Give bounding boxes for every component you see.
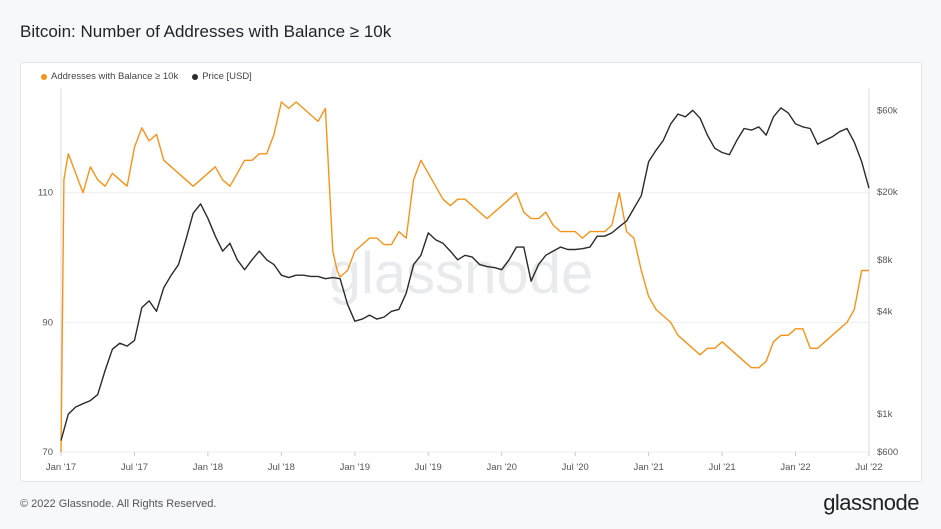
series-layer xyxy=(60,101,870,453)
legend-item-addresses[interactable]: Addresses with Balance ≥ 10k xyxy=(41,71,178,82)
right-tick-label: $20k xyxy=(877,187,898,198)
right-tick-label: $60k xyxy=(877,105,898,116)
page-title: Bitcoin: Number of Addresses with Balanc… xyxy=(20,22,392,41)
left-tick-label: 110 xyxy=(38,188,53,199)
x-tick-label: Jan '21 xyxy=(633,462,663,473)
watermark: glassnode xyxy=(329,241,593,306)
footer-copyright: © 2022 Glassnode. All Rights Reserved. xyxy=(20,498,217,510)
left-tick-label: 90 xyxy=(42,317,53,328)
legend-label-price: Price [USD] xyxy=(202,71,252,82)
chart-card: glassnode 70 90 110 $600 $1k $4k $8k $20k $60k … xyxy=(20,62,922,482)
x-tick-label: Jul '22 xyxy=(855,462,882,473)
x-tick-label: Jan '18 xyxy=(193,462,223,473)
series-line-addresses[interactable] xyxy=(60,101,869,453)
left-tick-label: 70 xyxy=(42,447,53,458)
x-axis-ticks: Jan '17 Jul '17 Jan '18 Jul '18 Jan '19 Jul '… xyxy=(46,452,883,473)
series-line-price[interactable] xyxy=(60,107,870,441)
legend-label-addresses: Addresses with Balance ≥ 10k xyxy=(51,71,179,82)
legend: Addresses with Balance ≥ 10k Price [USD] xyxy=(41,71,252,82)
x-tick-label: Jul '19 xyxy=(415,462,442,473)
footer-brand-logo[interactable]: glassnode xyxy=(823,490,919,515)
right-axis-ticks: $600 $1k $4k $8k $20k $60k xyxy=(877,105,898,458)
x-tick-label: Jan '22 xyxy=(780,462,810,473)
x-tick-label: Jul '21 xyxy=(709,462,736,473)
x-tick-label: Jan '20 xyxy=(487,462,517,473)
legend-dot-icon xyxy=(192,73,199,80)
right-tick-label: $4k xyxy=(877,306,893,317)
left-axis-ticks: 70 90 110 xyxy=(38,188,53,458)
x-tick-label: Jan '17 xyxy=(46,462,76,473)
x-tick-label: Jul '17 xyxy=(121,462,148,473)
right-tick-label: $8k xyxy=(877,255,893,266)
right-tick-label: $1k xyxy=(877,409,893,420)
x-tick-label: Jan '19 xyxy=(340,462,370,473)
right-tick-label: $600 xyxy=(877,447,898,458)
x-tick-label: Jul '18 xyxy=(268,462,295,473)
legend-dot-icon xyxy=(41,73,47,80)
x-tick-label: Jul '20 xyxy=(562,462,589,473)
legend-item-price[interactable]: Price [USD] xyxy=(192,71,252,82)
